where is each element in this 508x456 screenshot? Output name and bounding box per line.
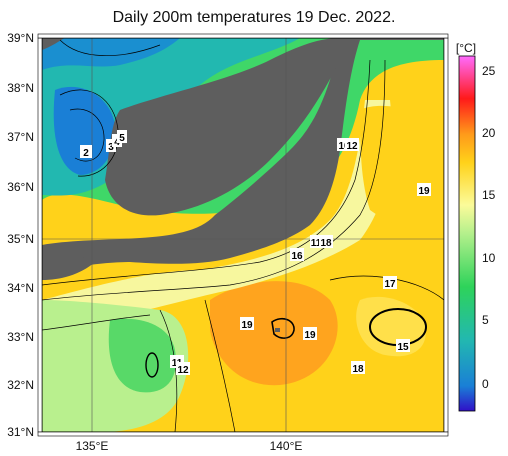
contour-line xyxy=(42,314,151,331)
svg-text:15: 15 xyxy=(397,342,409,353)
svg-text:17: 17 xyxy=(384,279,396,290)
contour-line xyxy=(59,39,161,57)
colorbar-tick: 0 xyxy=(482,377,489,391)
north-cold-edge xyxy=(42,38,180,70)
lat-label: 35°N xyxy=(7,232,34,246)
frame-checker xyxy=(37,33,449,437)
contour-labels: 2 3 4 5 10 12 19 11 18 16 17 19 19 15 18… xyxy=(80,130,431,376)
lat-axis: 39°N 38°N 37°N 36°N 35°N 34°N 33°N 32°N … xyxy=(7,31,34,439)
land-central xyxy=(105,38,340,216)
map-field xyxy=(42,38,444,432)
contour-line xyxy=(42,59,386,301)
land-shikoku xyxy=(42,252,95,280)
contour-label: 12 xyxy=(345,138,359,152)
svg-text:18: 18 xyxy=(320,238,332,249)
lat-label: 36°N xyxy=(7,180,34,194)
lat-label: 34°N xyxy=(7,281,34,295)
lon-label: 135°E xyxy=(76,439,109,453)
lon-label: 140°E xyxy=(270,439,303,453)
contour-label: 19 xyxy=(240,317,254,331)
contour-line xyxy=(42,59,371,286)
colorbar: [°C] 25 20 15 10 5 0 xyxy=(456,41,496,412)
contour-line xyxy=(204,299,236,432)
svg-text:16: 16 xyxy=(291,251,303,262)
contour-label: 15 xyxy=(396,339,410,353)
contour-label: 12 xyxy=(176,362,190,376)
island-hachijo xyxy=(275,328,280,332)
colorbar-tick: 20 xyxy=(482,126,496,140)
frame-left xyxy=(37,37,43,433)
sw-green-core xyxy=(108,318,176,393)
svg-text:5: 5 xyxy=(119,133,125,144)
svg-text:10: 10 xyxy=(338,141,350,152)
lon-axis: 135°E 140°E xyxy=(76,439,303,453)
colorbar-tick: 10 xyxy=(482,251,496,265)
contour-label: 17 xyxy=(383,276,397,290)
contour-ring-19 xyxy=(271,318,295,339)
chart-title: Daily 200m temperatures 19 Dec. 2022. xyxy=(112,9,396,26)
svg-text:18: 18 xyxy=(352,364,364,375)
land-korea xyxy=(42,38,65,50)
contour-label: 5 xyxy=(117,130,127,144)
svg-text:19: 19 xyxy=(241,320,253,331)
graticule xyxy=(42,38,444,432)
contour-label: 16 xyxy=(290,248,304,262)
contour-line xyxy=(59,89,119,177)
lat-label: 31°N xyxy=(7,425,34,439)
svg-text:12: 12 xyxy=(177,365,189,376)
lat-label: 33°N xyxy=(7,330,34,344)
svg-text:3: 3 xyxy=(108,142,114,153)
lat-label: 32°N xyxy=(7,378,34,392)
colorbar-tick: 25 xyxy=(482,64,496,78)
contour-line xyxy=(69,108,105,162)
contour-ring-sw xyxy=(145,352,159,378)
contour-label: 2 xyxy=(80,145,92,159)
contour-label: 19 xyxy=(303,327,317,341)
colorbar-gradient xyxy=(458,55,476,412)
svg-text:19: 19 xyxy=(304,330,316,341)
contour-label: 19 xyxy=(417,183,431,197)
contour-label: 18 xyxy=(319,235,333,249)
frame-top xyxy=(37,33,449,39)
svg-text:2: 2 xyxy=(83,148,89,159)
lat-label: 37°N xyxy=(7,130,34,144)
contour-label: 18 xyxy=(351,361,365,375)
colorbar-tick: 15 xyxy=(482,188,496,202)
frame-bottom xyxy=(37,431,449,437)
svg-text:19: 19 xyxy=(418,186,430,197)
frame-right xyxy=(443,37,449,433)
svg-text:11: 11 xyxy=(311,238,322,249)
lat-label: 38°N xyxy=(7,81,34,95)
lat-label: 39°N xyxy=(7,31,34,45)
contour-label: 3 xyxy=(106,139,116,153)
land-honshu xyxy=(42,38,444,272)
colorbar-unit: [°C] xyxy=(456,41,476,55)
colorbar-tick: 5 xyxy=(482,313,489,327)
svg-text:12: 12 xyxy=(346,141,358,152)
